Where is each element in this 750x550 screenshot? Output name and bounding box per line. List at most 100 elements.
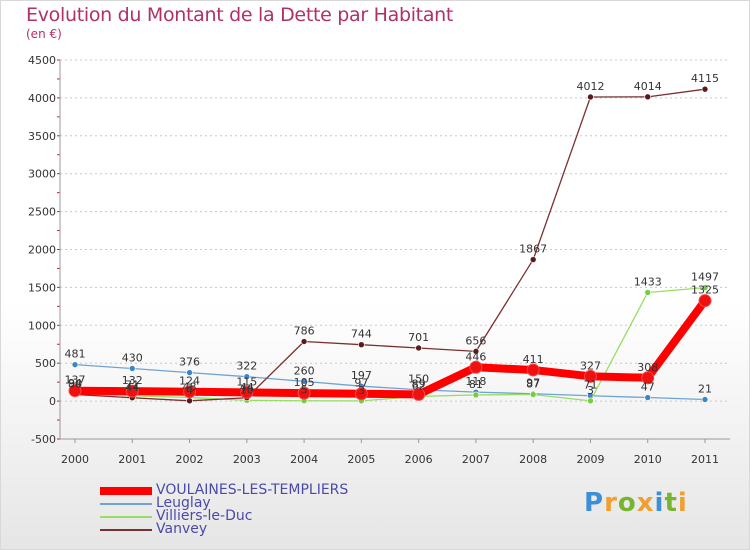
legend-swatch-voulaines xyxy=(100,487,152,495)
series-point-0 xyxy=(698,294,712,308)
data-label-3: 786 xyxy=(294,325,315,338)
data-label-0: 132 xyxy=(122,374,143,387)
x-tick-label: 2010 xyxy=(634,453,662,466)
data-label-2: 10 xyxy=(240,383,254,396)
data-label-3: 701 xyxy=(408,331,429,344)
series-point-3 xyxy=(644,93,652,101)
series-point-2 xyxy=(529,391,537,398)
series-point-3 xyxy=(529,256,537,263)
y-tick-label: 1500 xyxy=(28,281,56,294)
data-label-1: 21 xyxy=(698,383,712,396)
data-label-1: 481 xyxy=(65,348,86,361)
legend-label-leuglay: Leuglay xyxy=(156,495,211,511)
series-point-1 xyxy=(186,369,193,376)
data-label-3: 4 xyxy=(186,384,193,397)
series-point-0 xyxy=(125,384,139,398)
data-label-0: 446 xyxy=(465,350,486,363)
series-point-2 xyxy=(701,284,709,291)
x-tick-label: 2011 xyxy=(691,453,719,466)
x-tick-label: 2002 xyxy=(176,453,204,466)
y-tick-label: 4500 xyxy=(28,54,56,67)
series-point-0 xyxy=(354,387,368,401)
series-point-1 xyxy=(71,361,79,368)
series-point-3 xyxy=(358,341,365,349)
series-point-0 xyxy=(641,371,655,385)
proxiti-logo: Proxiti xyxy=(584,488,688,518)
y-tick-label: 0 xyxy=(49,395,56,408)
data-label-3: 4012 xyxy=(576,80,604,93)
series-point-0 xyxy=(469,360,483,374)
x-tick-label: 2008 xyxy=(519,453,547,466)
data-label-2: 81 xyxy=(469,378,483,391)
y-tick-label: 3000 xyxy=(28,168,56,181)
data-label-3: 4115 xyxy=(691,72,719,85)
legend-swatch-vanvey xyxy=(100,529,152,531)
series-point-3 xyxy=(587,93,594,101)
series-point-0 xyxy=(412,387,426,401)
series-layer xyxy=(68,85,712,405)
series-line-0 xyxy=(71,296,709,399)
y-tick-label: 500 xyxy=(35,357,56,370)
series-point-2 xyxy=(644,289,652,296)
legend-label-villiers: Villiers-le-Duc xyxy=(156,508,253,524)
data-label-0: 97 xyxy=(354,377,368,390)
y-tick-label: 4000 xyxy=(28,92,56,105)
data-label-1: 430 xyxy=(122,352,143,365)
series-point-0 xyxy=(240,385,254,399)
y-tick-label: 2500 xyxy=(28,206,56,219)
series-point-2 xyxy=(472,391,480,399)
data-label-3: 4014 xyxy=(634,80,662,93)
x-tick-label: 2007 xyxy=(462,453,490,466)
y-tick-label: 1000 xyxy=(28,319,56,332)
data-label-0: 115 xyxy=(236,375,257,388)
series-line-1 xyxy=(74,363,706,401)
x-tick-label: 2001 xyxy=(118,453,146,466)
data-label-2: 48 xyxy=(183,380,197,393)
data-label-2: 5 xyxy=(301,384,308,397)
y-tick-label: 3500 xyxy=(28,130,56,143)
data-label-3: 1867 xyxy=(519,243,547,256)
x-tick-label: 2009 xyxy=(576,453,604,466)
series-point-0 xyxy=(526,363,540,377)
data-label-2: 71 xyxy=(125,379,139,392)
data-label-0: 308 xyxy=(637,361,658,374)
data-label-0: 327 xyxy=(580,359,601,372)
data-label-1: 118 xyxy=(465,375,486,388)
series-point-1 xyxy=(128,365,136,372)
series-point-2 xyxy=(587,397,594,405)
data-label-3: 744 xyxy=(351,328,372,341)
data-label-1: 197 xyxy=(351,369,372,382)
series-point-3 xyxy=(186,397,193,405)
data-label-2: 87 xyxy=(526,378,540,391)
data-label-2: 62 xyxy=(412,379,426,392)
series-point-0 xyxy=(68,384,82,398)
data-label-3: 44 xyxy=(240,381,254,394)
x-tick-label: 2005 xyxy=(347,453,375,466)
data-label-0: 105 xyxy=(294,376,315,389)
data-label-3: 88 xyxy=(68,377,82,390)
data-label-3: 656 xyxy=(465,334,486,347)
series-line-3 xyxy=(74,88,706,402)
data-label-3: 44 xyxy=(125,381,139,394)
data-label-0: 137 xyxy=(65,374,86,387)
y-tick-label: 2000 xyxy=(28,244,56,257)
data-label-0: 411 xyxy=(523,353,544,366)
data-label-2: 1433 xyxy=(634,275,662,288)
data-label-2: 94 xyxy=(68,377,82,390)
data-label-0: 1325 xyxy=(691,284,719,297)
series-point-3 xyxy=(472,348,480,355)
data-label-1: 376 xyxy=(179,356,200,369)
series-point-1 xyxy=(243,373,251,380)
series-point-0 xyxy=(183,385,197,399)
data-label-1: 322 xyxy=(236,360,257,373)
series-point-1 xyxy=(300,378,308,385)
data-label-0: 89 xyxy=(412,377,426,390)
data-label-1: 71 xyxy=(583,379,597,392)
axis-layer: -500 0 500 1000 1500 2000 2500 3000 3500 4000 4500… xyxy=(28,54,730,466)
data-label-2: 1497 xyxy=(691,271,719,284)
series-point-0 xyxy=(583,369,597,383)
data-label-2: 3 xyxy=(358,384,365,397)
data-label-1: 150 xyxy=(408,373,429,386)
x-tick-label: 2003 xyxy=(233,453,261,466)
